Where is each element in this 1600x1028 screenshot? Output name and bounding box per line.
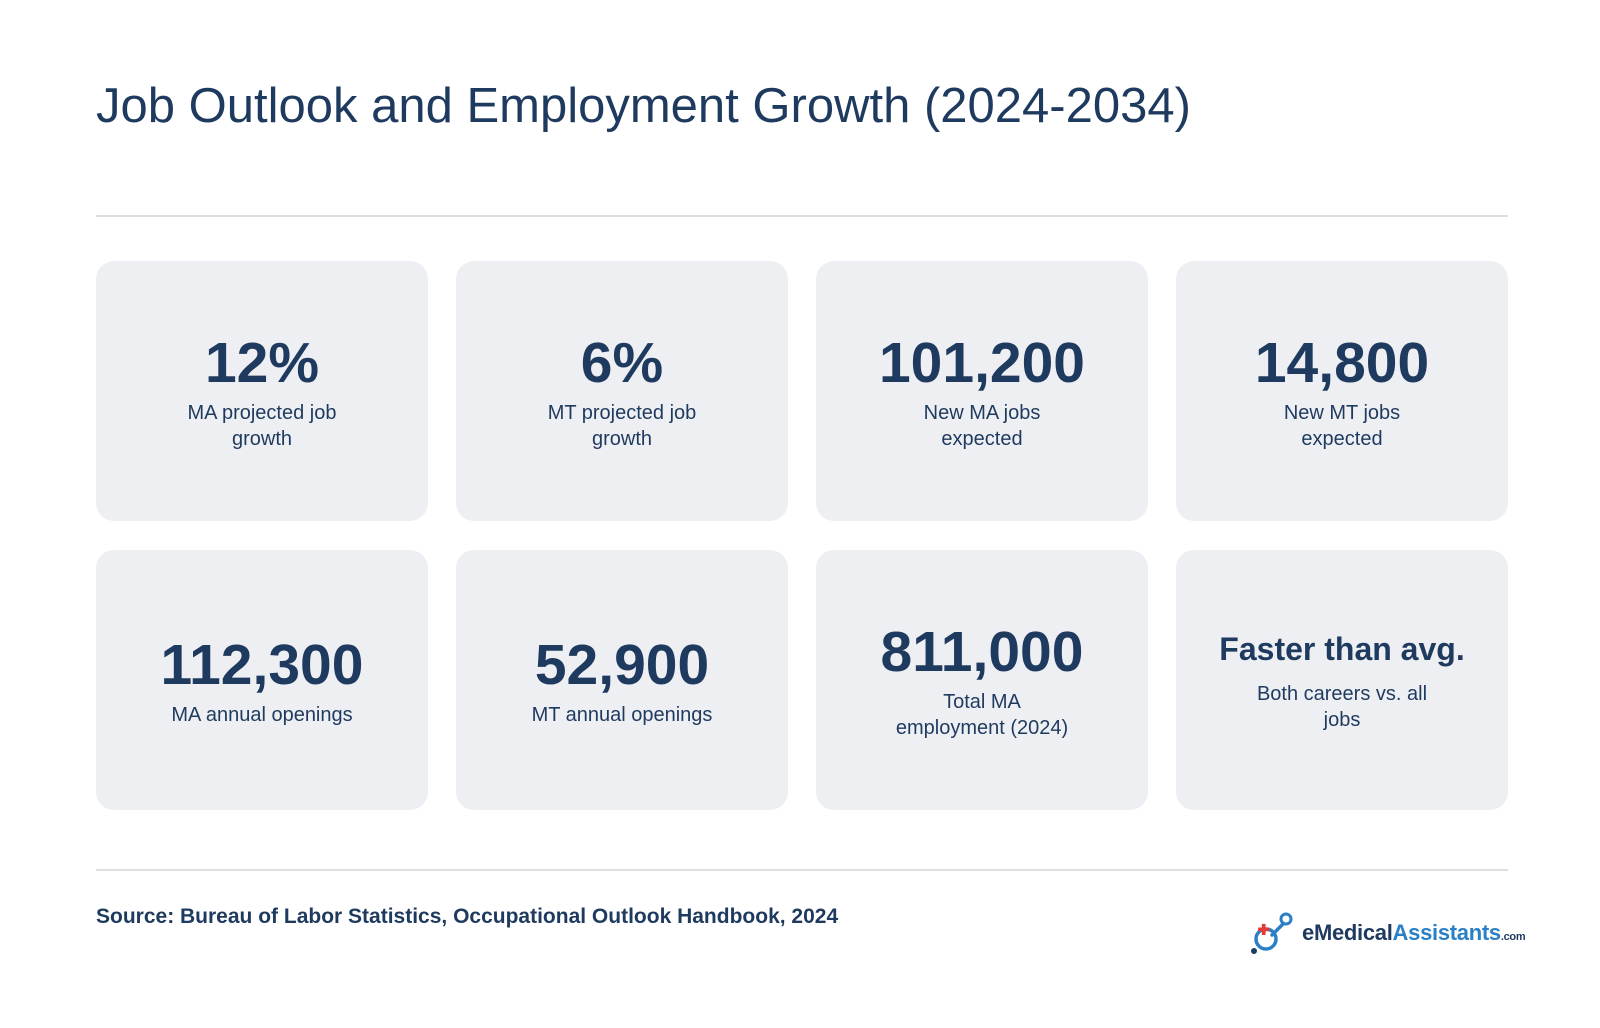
logo-prefix: e — [1302, 920, 1314, 945]
stat-card-new-ma-jobs: 101,200 New MA jobs expected — [816, 261, 1148, 521]
stat-card-ma-growth: 12% MA projected job growth — [96, 261, 428, 521]
stat-card-mt-growth: 6% MT projected job growth — [456, 261, 788, 521]
top-divider — [96, 215, 1508, 217]
stat-label: Both careers vs. all jobs — [1256, 683, 1428, 731]
stat-label: New MA jobs expected — [923, 402, 1041, 450]
medical-cross-logo-icon — [1250, 911, 1296, 955]
logo-assistants: Assistants — [1392, 920, 1502, 945]
logo-medical: Medical — [1313, 920, 1393, 945]
stat-card-mt-openings: 52,900 MT annual openings — [456, 550, 788, 810]
bottom-divider — [96, 869, 1508, 871]
stat-label: New MT jobs expected — [1283, 402, 1401, 450]
stat-label: MA projected job growth — [187, 402, 337, 450]
source-citation: Source: Bureau of Labor Statistics, Occu… — [96, 905, 839, 928]
stat-value: 112,300 — [160, 633, 364, 697]
stat-value: 6% — [580, 331, 664, 395]
stat-value: 101,200 — [878, 331, 1086, 395]
stat-value: 14,800 — [1254, 331, 1430, 395]
stat-card-total-ma-employment: 811,000 Total MA employment (2024) — [816, 550, 1148, 810]
stat-label: MT annual openings — [531, 704, 713, 726]
stat-value: Faster than avg. — [1219, 631, 1465, 667]
stat-label: MT projected job growth — [547, 402, 697, 450]
stat-card-new-mt-jobs: 14,800 New MT jobs expected — [1176, 261, 1508, 521]
stat-value: 811,000 — [880, 620, 1084, 684]
logo-wordmark: eMedicalAssistants.com — [1302, 920, 1526, 946]
stat-card-ma-openings: 112,300 MA annual openings — [96, 550, 428, 810]
stat-value: 12% — [204, 331, 320, 395]
brand-logo[interactable]: eMedicalAssistants.com — [1250, 908, 1526, 958]
stat-label: MA annual openings — [171, 704, 353, 726]
logo-suffix: .com — [1500, 931, 1526, 943]
stat-value: 52,900 — [534, 633, 710, 697]
stats-grid: 12% MA projected job growth 6% MT projec… — [96, 261, 1508, 810]
page-title: Job Outlook and Employment Growth (2024-… — [96, 79, 1191, 133]
stat-label: Total MA employment (2024) — [895, 691, 1069, 739]
stat-card-faster-than-avg: Faster than avg. Both careers vs. all jo… — [1176, 550, 1508, 810]
